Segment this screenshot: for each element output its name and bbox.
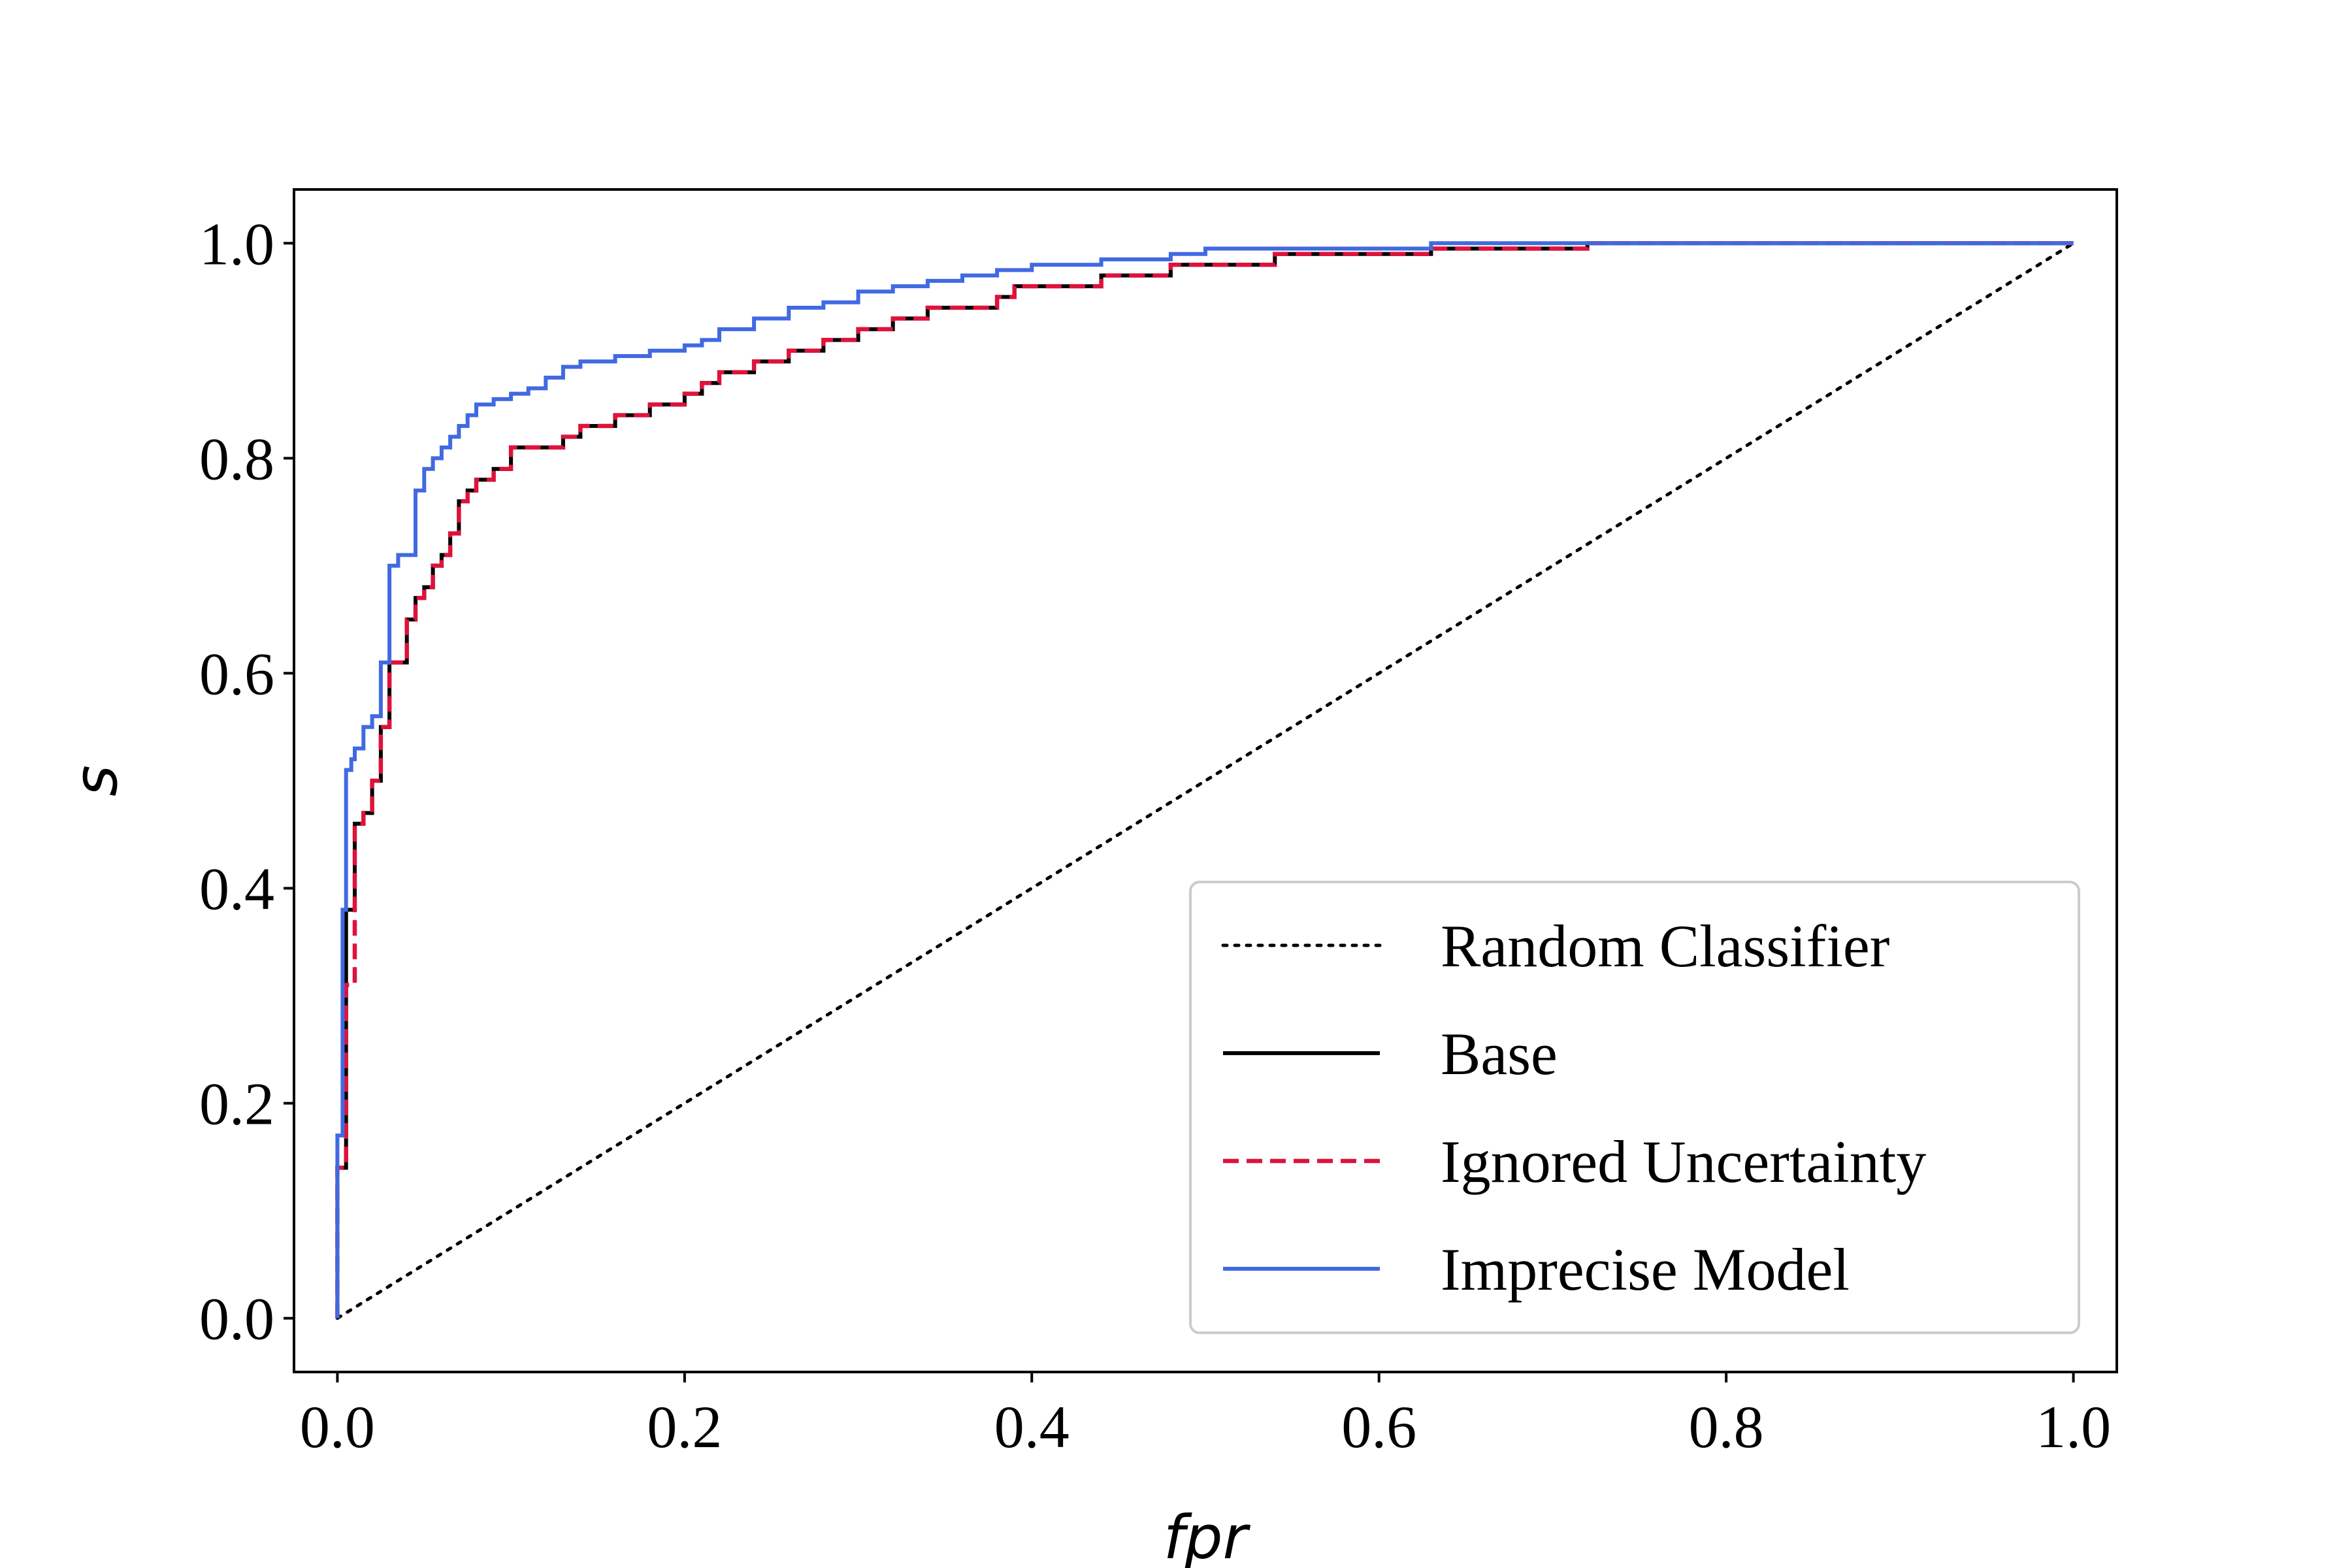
y-axis-ticks: 0.0 0.2 0.4 0.6 0.8 1.0 bbox=[199, 210, 294, 1352]
series-line-ignored-uncertainty bbox=[335, 241, 2074, 1318]
y-axis-label: s bbox=[61, 765, 131, 796]
x-tick-label: 0.0 bbox=[300, 1394, 375, 1460]
legend-label-ignored-uncertainty: Ignored Uncertainty bbox=[1441, 1128, 1926, 1195]
series-line-random-classifier bbox=[335, 241, 2076, 1320]
legend-label-random-classifier: Random Classifier bbox=[1441, 913, 1889, 979]
legend-label-imprecise-model: Imprecise Model bbox=[1441, 1236, 1850, 1303]
x-tick-label: 0.4 bbox=[994, 1394, 1070, 1460]
x-tick-label: 1.0 bbox=[2036, 1394, 2111, 1460]
y-tick-label: 1.0 bbox=[199, 210, 274, 277]
y-tick-label: 0.8 bbox=[199, 425, 274, 492]
y-tick-label: 0.6 bbox=[199, 640, 274, 707]
y-tick-label: 0.0 bbox=[199, 1286, 274, 1352]
x-tick-label: 0.2 bbox=[647, 1394, 722, 1460]
x-axis-ticks: 0.0 0.2 0.4 0.6 0.8 1.0 bbox=[300, 1372, 2111, 1460]
legend-box bbox=[1189, 881, 2080, 1334]
x-tick-label: 0.8 bbox=[1689, 1394, 1764, 1460]
y-tick-label: 0.4 bbox=[199, 856, 274, 923]
x-axis-label: fpr bbox=[1164, 1503, 1251, 1568]
series-line-imprecise-model bbox=[335, 241, 2074, 1318]
series-layer bbox=[335, 241, 2076, 1320]
x-tick-label: 0.6 bbox=[1341, 1394, 1416, 1460]
plot-frame bbox=[293, 188, 2118, 1373]
legend-label-base: Base bbox=[1441, 1021, 1558, 1087]
y-tick-label: 0.2 bbox=[199, 1071, 274, 1137]
legend: Random Classifier Base Ignored Uncertainty… bbox=[1189, 881, 2080, 1334]
